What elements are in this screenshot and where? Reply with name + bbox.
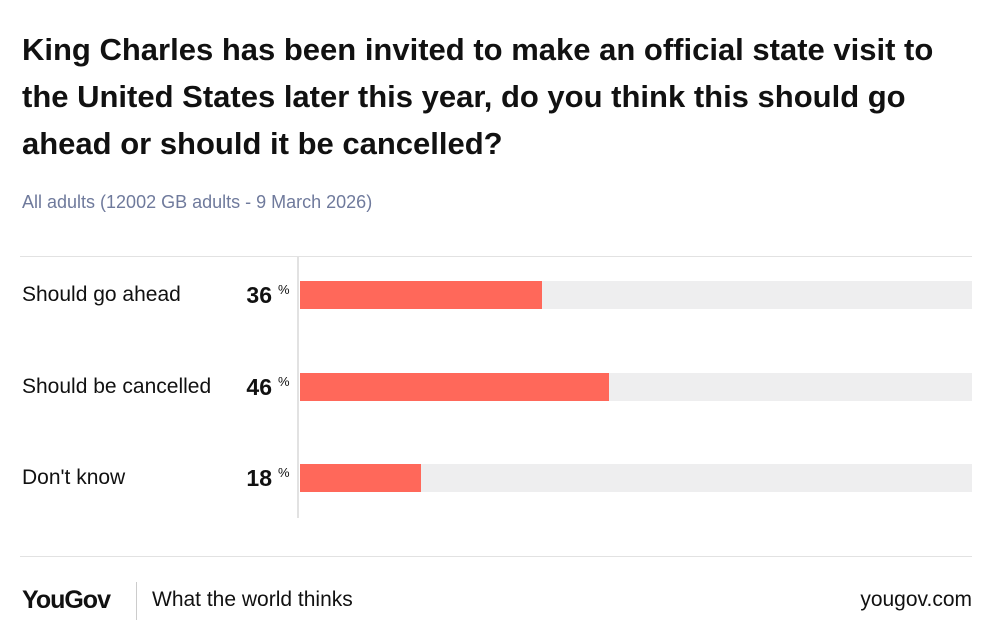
value-unit: % — [278, 374, 290, 389]
axis-line — [297, 256, 299, 518]
footer-divider — [136, 582, 137, 620]
bar — [300, 464, 421, 492]
category-label: Should be cancelled — [22, 375, 212, 398]
chart-title: King Charles has been invited to make an… — [22, 32, 934, 161]
category-label: Should go ahead — [22, 283, 181, 306]
value-label: 18 — [246, 465, 272, 491]
site-link: yougov.com — [860, 588, 972, 611]
top-rule — [20, 256, 972, 257]
category-label: Don't know — [22, 466, 126, 489]
value-unit: % — [278, 282, 290, 297]
value-label: 46 — [246, 374, 272, 400]
bar — [300, 281, 542, 309]
logo: YouGov — [22, 586, 111, 614]
tagline: What the world thinks — [152, 588, 353, 611]
value-label: 36 — [246, 282, 272, 308]
footer-rule — [20, 556, 972, 557]
bar — [300, 373, 610, 401]
value-unit: % — [278, 465, 290, 480]
chart-subtitle: All adults (12002 GB adults - 9 March 20… — [22, 192, 373, 212]
